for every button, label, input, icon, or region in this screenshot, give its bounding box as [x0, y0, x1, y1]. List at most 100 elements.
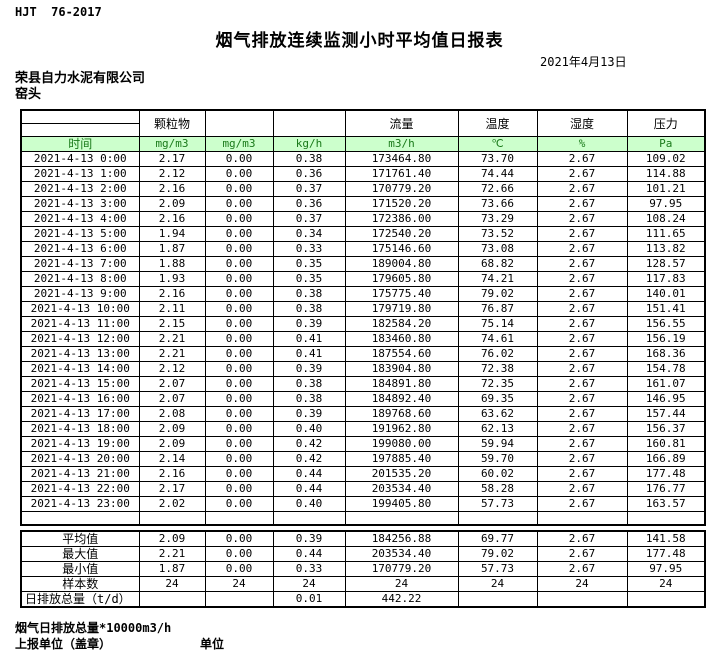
value-cell: 73.52 — [457, 226, 538, 242]
value-cell: 0.38 — [272, 151, 346, 167]
value-cell: 79.02 — [457, 286, 538, 302]
table-row: 2021-4-13 12:00 2.21 0.00 0.41 183460.80 74.6… — [20, 331, 706, 347]
summary-row: 最小值 1.87 0.00 0.33 170779.20 57.73 2.67 97.95 — [20, 561, 706, 577]
time-cell: 2021-4-13 16:00 — [20, 391, 140, 407]
summary-cell: 0.33 — [272, 561, 346, 577]
value-cell: 2.17 — [138, 481, 206, 497]
value-cell: 2.21 — [138, 346, 206, 362]
value-cell: 0.41 — [272, 331, 346, 347]
value-cell: 73.08 — [457, 241, 538, 257]
value-cell: 0.39 — [272, 406, 346, 422]
value-cell: 72.38 — [457, 361, 538, 377]
value-cell: 0.00 — [204, 211, 274, 227]
value-cell: 175146.60 — [344, 241, 459, 257]
table-row: 2021-4-13 6:00 1.87 0.00 0.33 175146.60 73.08… — [20, 241, 706, 257]
value-cell: 2.67 — [536, 166, 628, 182]
summary-cell: 57.73 — [457, 561, 538, 577]
time-cell: 2021-4-13 3:00 — [20, 196, 140, 212]
summary-cell — [457, 591, 538, 608]
value-cell: 183460.80 — [344, 331, 459, 347]
summary-cell: 2.21 — [138, 546, 206, 562]
value-cell: 0.00 — [204, 331, 274, 347]
value-cell: 0.00 — [204, 361, 274, 377]
value-cell: 0.37 — [272, 181, 346, 197]
corner-cell-bottom — [20, 123, 140, 137]
value-cell: 0.00 — [204, 421, 274, 437]
value-cell: 2.12 — [138, 166, 206, 182]
time-cell: 2021-4-13 13:00 — [20, 346, 140, 362]
time-cell: 2021-4-13 15:00 — [20, 376, 140, 392]
value-cell: 57.73 — [457, 496, 538, 512]
summary-label: 样本数 — [20, 576, 140, 592]
table-row: 2021-4-13 16:00 2.07 0.00 0.38 184892.40 69.3… — [20, 391, 706, 407]
report-unit-label: 上报单位（盖章） — [15, 637, 112, 651]
value-cell: 2.67 — [536, 406, 628, 422]
value-cell: 0.00 — [204, 196, 274, 212]
value-cell: 2.16 — [138, 181, 206, 197]
value-cell: 0.00 — [204, 241, 274, 257]
value-cell: 2.67 — [536, 226, 628, 242]
value-cell: 0.00 — [204, 166, 274, 182]
value-cell: 59.70 — [457, 451, 538, 467]
value-cell: 175775.40 — [344, 286, 459, 302]
summary-cell: 0.01 — [272, 591, 346, 608]
company-name: 荣县自力水泥有限公司 — [15, 71, 146, 86]
value-cell: 2.67 — [536, 331, 628, 347]
time-cell: 2021-4-13 17:00 — [20, 406, 140, 422]
value-cell: 68.82 — [457, 256, 538, 272]
value-cell: 75.14 — [457, 316, 538, 332]
value-cell: 161.07 — [626, 376, 706, 392]
empty-cell — [626, 511, 706, 526]
summary-label: 最小值 — [20, 561, 140, 577]
table-row: 2021-4-13 13:00 2.21 0.00 0.41 187554.60 76.0… — [20, 346, 706, 362]
value-cell: 172386.00 — [344, 211, 459, 227]
summary-cell: 170779.20 — [344, 561, 459, 577]
value-cell: 1.94 — [138, 226, 206, 242]
empty-cell — [536, 511, 628, 526]
summary-body: 平均值 2.09 0.00 0.39 184256.88 69.77 2.67 141.58 最… — [20, 530, 706, 608]
summary-cell: 24 — [204, 576, 274, 592]
table-row: 2021-4-13 22:00 2.17 0.00 0.44 203534.40 58.2… — [20, 481, 706, 497]
summary-cell — [626, 591, 706, 608]
summary-label: 最大值 — [20, 546, 140, 562]
value-cell: 63.62 — [457, 406, 538, 422]
empty-cell — [272, 511, 346, 526]
value-cell: 2.09 — [138, 436, 206, 452]
value-cell: 189768.60 — [344, 406, 459, 422]
unit-header: m3/h — [344, 136, 459, 152]
value-cell: 59.94 — [457, 436, 538, 452]
value-cell: 0.00 — [204, 286, 274, 302]
summary-row: 日排放总量（t/d） 0.01 442.22 — [20, 591, 706, 608]
value-cell: 2.67 — [536, 421, 628, 437]
table-row: 2021-4-13 10:00 2.11 0.00 0.38 179719.80 76.8… — [20, 301, 706, 317]
value-cell: 189004.80 — [344, 256, 459, 272]
value-cell: 2.14 — [138, 451, 206, 467]
value-cell: 2.12 — [138, 361, 206, 377]
unit-header: mg/m3 — [204, 136, 274, 152]
value-cell: 62.13 — [457, 421, 538, 437]
time-cell: 2021-4-13 20:00 — [20, 451, 140, 467]
time-cell: 2021-4-13 5:00 — [20, 226, 140, 242]
time-cell: 2021-4-13 2:00 — [20, 181, 140, 197]
value-cell: 0.00 — [204, 481, 274, 497]
unit-header: kg/h — [272, 136, 346, 152]
table-row: 2021-4-13 3:00 2.09 0.00 0.36 171520.20 73.66… — [20, 196, 706, 212]
value-cell: 2.16 — [138, 286, 206, 302]
table-row: 2021-4-13 17:00 2.08 0.00 0.39 189768.60 63.6… — [20, 406, 706, 422]
summary-cell: 97.95 — [626, 561, 706, 577]
table-row: 2021-4-13 20:00 2.14 0.00 0.42 197885.40 59.7… — [20, 451, 706, 467]
value-cell: 0.00 — [204, 496, 274, 512]
value-cell: 114.88 — [626, 166, 706, 182]
value-cell: 2.11 — [138, 301, 206, 317]
summary-row: 最大值 2.21 0.00 0.44 203534.40 79.02 2.67 177.48 — [20, 546, 706, 562]
value-cell: 176.77 — [626, 481, 706, 497]
column-group-header: 流量 — [344, 109, 459, 137]
value-cell: 179605.80 — [344, 271, 459, 287]
time-column-header: 时间 — [20, 136, 140, 152]
value-cell: 199080.00 — [344, 436, 459, 452]
value-cell: 2.07 — [138, 391, 206, 407]
table-row: 2021-4-13 21:00 2.16 0.00 0.44 201535.20 60.0… — [20, 466, 706, 482]
value-cell: 0.35 — [272, 271, 346, 287]
value-cell: 140.01 — [626, 286, 706, 302]
value-cell: 0.00 — [204, 451, 274, 467]
